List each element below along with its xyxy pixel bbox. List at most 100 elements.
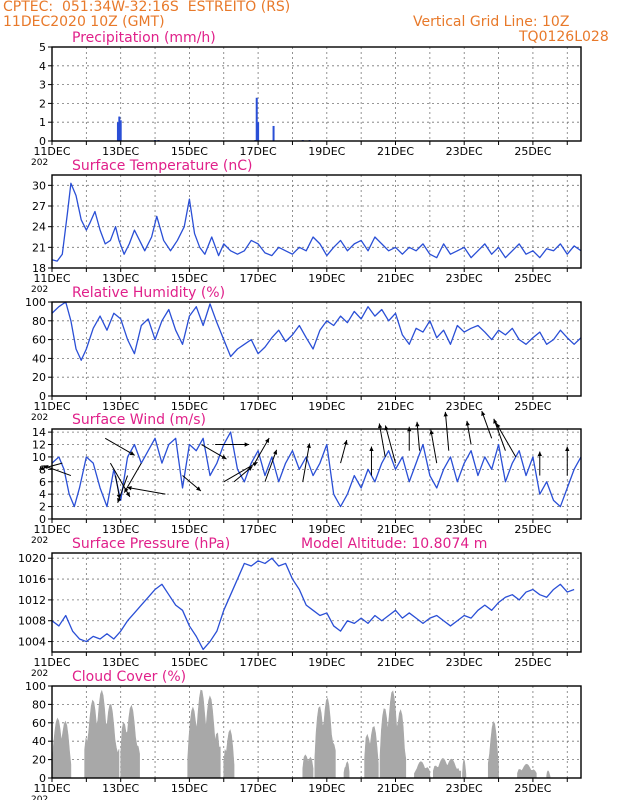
y-tick-label: 100 — [25, 680, 46, 693]
wind-arrow-head — [39, 466, 45, 471]
y-tick-label: 1016 — [18, 573, 46, 586]
year-label: 202 — [31, 285, 48, 295]
cloud-cover-area — [223, 729, 235, 779]
y-tick-label: 60 — [32, 717, 46, 730]
x-tick-label: 15DEC — [171, 400, 208, 413]
y-tick-label: 20 — [32, 754, 46, 767]
y-tick-label: 1020 — [18, 552, 46, 565]
wind-arrow-head — [252, 462, 258, 467]
precip-bar — [257, 122, 260, 141]
x-tick-label: 13DEC — [102, 782, 139, 795]
wind-arrow-head — [496, 423, 501, 429]
cloud-cover-area — [546, 770, 551, 779]
x-tick-label: 25DEC — [514, 782, 551, 795]
wind-arrow-head — [369, 446, 374, 452]
x-tick-label: 11DEC — [33, 523, 70, 536]
wind-arrow — [43, 465, 72, 477]
x-tick-label: 11DEC — [33, 145, 70, 158]
x-tick-label: 11DEC — [33, 656, 70, 669]
wind-arrow-head — [117, 497, 122, 503]
panel-title: Surface Wind (m/s) — [72, 412, 206, 428]
y-tick-label: 0 — [39, 135, 46, 148]
x-tick-label: 15DEC — [171, 272, 208, 285]
precip-bar — [272, 125, 275, 141]
panel-frame — [51, 428, 582, 520]
wind-arrow — [430, 429, 438, 464]
y-tick-label: 4 — [39, 488, 46, 501]
x-tick-label: 17DEC — [240, 782, 277, 795]
wind-arrow — [254, 437, 270, 464]
cloud-cover-area — [187, 689, 221, 779]
year-label: 202 — [31, 536, 48, 546]
panel-frame — [51, 685, 582, 779]
wind-arrow — [493, 418, 506, 451]
panel-frame — [51, 301, 582, 397]
panel-title: Surface Temperature (nC) — [72, 158, 253, 174]
cloud-cover-area — [487, 720, 499, 779]
y-tick-label: 80 — [32, 315, 46, 328]
wind-arrow-head — [493, 418, 498, 424]
precip-bar — [119, 120, 122, 141]
x-tick-label: 19DEC — [308, 145, 345, 158]
run-date: 11DEC2020 10Z (GMT) — [3, 14, 165, 30]
x-tick-label: 21DEC — [377, 782, 414, 795]
cloud-cover-area — [120, 704, 140, 779]
y-tick-label: 18 — [32, 262, 46, 275]
x-tick-label: 19DEC — [308, 782, 345, 795]
y-tick-label: 10 — [32, 451, 46, 464]
x-tick-label: 11DEC — [33, 400, 70, 413]
y-tick-label: 40 — [32, 735, 46, 748]
y-tick-label: 1008 — [18, 615, 46, 628]
year-label: 202 — [31, 669, 48, 679]
y-tick-label: 30 — [32, 179, 46, 192]
x-tick-label: 15DEC — [171, 145, 208, 158]
x-tick-label: 23DEC — [446, 782, 483, 795]
wind-arrow-head — [343, 439, 348, 445]
panel-frame — [51, 46, 582, 142]
y-tick-label: 1 — [39, 116, 46, 129]
wind-arrow-head — [537, 451, 542, 457]
x-tick-label: 23DEC — [446, 656, 483, 669]
y-tick-label: 0 — [39, 513, 46, 526]
precip-bar — [118, 116, 121, 141]
y-tick-label: 2 — [39, 501, 46, 514]
x-tick-label: 23DEC — [446, 145, 483, 158]
wind-arrow-head — [221, 454, 227, 460]
cloud-cover-area — [517, 763, 537, 779]
cloud-cover-area — [432, 758, 462, 779]
panel-title: Surface Pressure (hPa) — [72, 536, 230, 552]
cloud-cover-area — [343, 761, 350, 779]
precip-bar — [116, 122, 119, 141]
wind-arrow — [495, 422, 517, 458]
x-tick-label: 19DEC — [308, 272, 345, 285]
x-tick-label: 17DEC — [240, 656, 277, 669]
panel-frame — [51, 552, 582, 653]
x-tick-label: 21DEC — [377, 400, 414, 413]
x-tick-label: 13DEC — [102, 656, 139, 669]
cloud-cover-area — [414, 761, 431, 779]
x-tick-label: 11DEC — [33, 782, 70, 795]
pres-line — [51, 557, 575, 651]
wind-arrow — [109, 462, 131, 498]
x-tick-label: 15DEC — [171, 656, 208, 669]
wind-arrow-head — [43, 465, 49, 470]
y-tick-label: 0 — [39, 772, 46, 785]
precip-bar — [255, 97, 258, 141]
panel-title: Relative Humidity (%) — [72, 285, 225, 301]
year-label: 202 — [31, 795, 48, 800]
x-tick-label: 13DEC — [102, 272, 139, 285]
x-tick-label: 15DEC — [171, 782, 208, 795]
wind-arrow-head — [429, 429, 434, 435]
x-tick-label: 19DEC — [308, 656, 345, 669]
x-tick-label: 23DEC — [446, 400, 483, 413]
wind-arrow-head — [196, 486, 201, 491]
rh-line — [51, 301, 582, 361]
wind-arrow-head — [273, 449, 278, 455]
model-code: TQ0126L028 — [519, 29, 609, 45]
x-tick-label: 25DEC — [514, 272, 551, 285]
y-tick-label: 3 — [39, 79, 46, 92]
y-tick-label: 80 — [32, 698, 46, 711]
x-tick-label: 25DEC — [514, 145, 551, 158]
grid-line-note: Vertical Grid Line: 10Z — [413, 14, 570, 30]
